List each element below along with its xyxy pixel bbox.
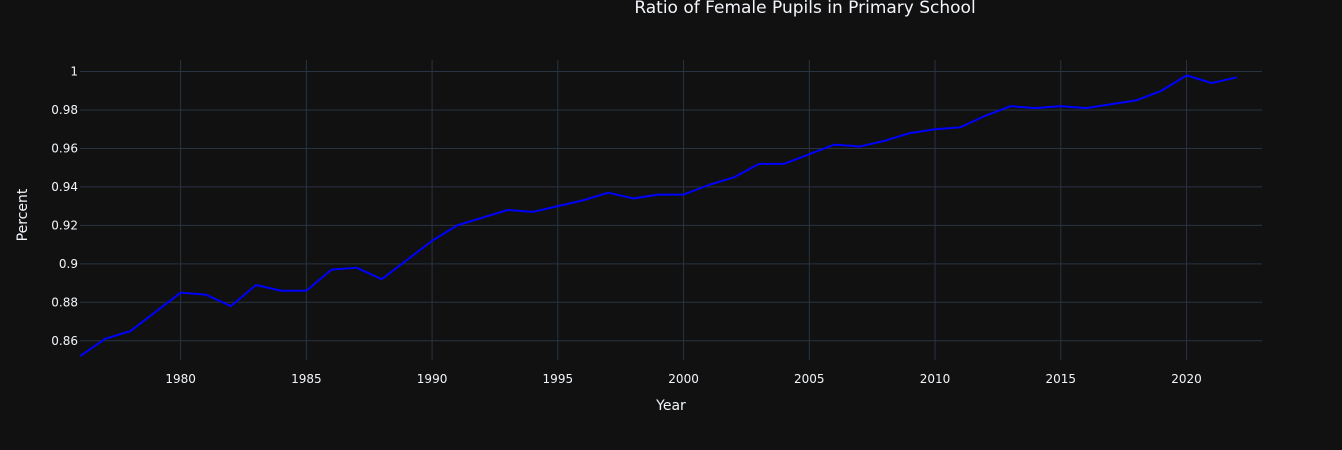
x-tick-label: 1985 bbox=[291, 372, 322, 386]
y-axis-title: Percent bbox=[15, 188, 31, 241]
y-tick-label: 0.9 bbox=[59, 257, 78, 271]
series-line bbox=[79, 74, 1238, 357]
y-tick-label: 1 bbox=[70, 65, 78, 79]
y-tick-label: 0.98 bbox=[51, 103, 78, 117]
x-axis-title: Year bbox=[655, 398, 686, 414]
y-axis-ticks: 0.86 0.88 0.9 0.92 0.94 0.96 0.98 1 bbox=[51, 65, 78, 348]
x-tick-label: 2005 bbox=[794, 372, 825, 386]
series-layer bbox=[79, 74, 1238, 357]
x-tick-label: 2020 bbox=[1171, 372, 1202, 386]
grid-layer bbox=[80, 60, 1262, 360]
y-tick-label: 0.88 bbox=[51, 295, 78, 309]
y-tick-label: 0.96 bbox=[51, 141, 78, 155]
y-tick-label: 0.94 bbox=[51, 180, 78, 194]
x-axis-ticks: 1980 1985 1990 1995 2000 2005 2010 2015 2020 bbox=[165, 372, 1202, 386]
y-tick-label: 0.92 bbox=[51, 218, 78, 232]
x-tick-label: 1990 bbox=[417, 372, 448, 386]
chart-title: Ratio of Female Pupils in Primary School bbox=[634, 0, 975, 18]
x-tick-label: 1980 bbox=[165, 372, 196, 386]
x-tick-label: 1995 bbox=[543, 372, 574, 386]
x-tick-label: 2000 bbox=[668, 372, 699, 386]
y-tick-label: 0.86 bbox=[51, 334, 78, 348]
x-tick-label: 2010 bbox=[920, 372, 951, 386]
x-tick-label: 2015 bbox=[1046, 372, 1077, 386]
